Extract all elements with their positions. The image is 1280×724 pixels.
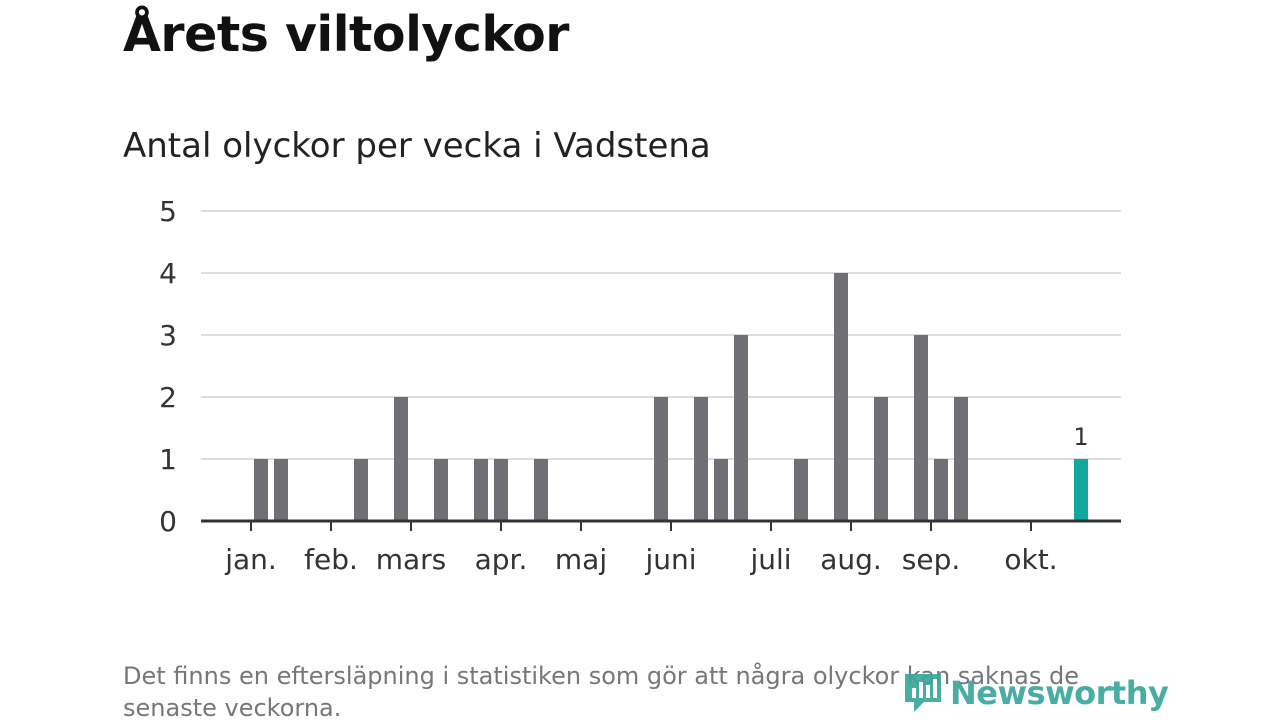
x-tick-label: okt. (1004, 543, 1057, 576)
chart-title: Årets viltolyckor (123, 6, 569, 63)
bar (934, 459, 948, 521)
bar (274, 459, 288, 521)
bar-data-label: 1 (1073, 423, 1088, 451)
y-tick-label: 0 (159, 505, 177, 538)
bar (654, 397, 668, 521)
x-tick-label: aug. (820, 543, 882, 576)
chart-subtitle: Antal olyckor per vecka i Vadstena (123, 126, 711, 166)
x-tick-label: apr. (475, 543, 528, 576)
bar (954, 397, 968, 521)
bar (494, 459, 508, 521)
bar (434, 459, 448, 521)
bar (734, 335, 748, 521)
newsworthy-logo-icon (905, 674, 941, 712)
x-tick-label: sep. (902, 543, 961, 576)
x-tick-label: maj (555, 543, 607, 576)
bar-chart: 0 1 2 3 4 5 jan. feb. mars apr. maj juni juli aug. se… (159, 195, 1121, 576)
data-labels: 1 (1073, 423, 1088, 451)
y-tick-label: 3 (159, 319, 177, 352)
y-tick-label: 1 (159, 443, 177, 476)
x-tick-label: jan. (224, 543, 277, 576)
x-tick-label: mars (376, 543, 447, 576)
newsworthy-logo: Newsworthy (902, 668, 1169, 718)
bar (794, 459, 808, 521)
bar (474, 459, 488, 521)
bar (394, 397, 408, 521)
bar (714, 459, 728, 521)
bar-highlighted (1074, 459, 1088, 521)
y-tick-label: 2 (159, 381, 177, 414)
logo-text: Newsworthy (950, 674, 1169, 712)
bar (874, 397, 888, 521)
x-axis-ticks: jan. feb. mars apr. maj juni juli aug. sep. okt. (224, 521, 1058, 576)
bar (534, 459, 548, 521)
x-tick-label: juli (749, 543, 791, 576)
bar (834, 273, 848, 521)
x-tick-label: juni (644, 543, 696, 576)
bar (694, 397, 708, 521)
y-tick-label: 5 (159, 195, 177, 228)
y-axis-ticks: 0 1 2 3 4 5 (159, 195, 177, 538)
bar (914, 335, 928, 521)
bars (254, 273, 1088, 521)
x-tick-label: feb. (304, 543, 358, 576)
y-tick-label: 4 (159, 257, 177, 290)
bar (354, 459, 368, 521)
bar (254, 459, 268, 521)
